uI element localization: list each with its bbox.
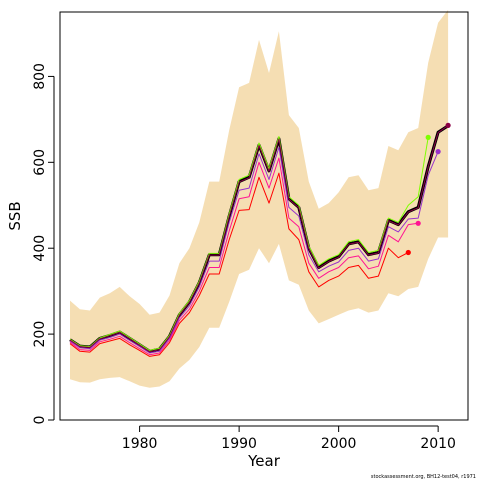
x-tick-label-1: 1990 [221,436,257,452]
x-tick-label-3: 2010 [420,436,456,452]
x-tick-label-2: 2000 [321,436,357,452]
x-axis-title: Year [247,452,281,470]
terminal-point-3 [435,149,441,155]
series-line-1 [69,172,409,357]
y-tick-label-4: 800 [32,63,48,90]
series-line-3 [69,136,429,351]
terminal-point-4 [445,122,451,128]
y-tick-label-1: 200 [32,321,48,348]
footnote: stockassessment.org, BH12-test04, r1971 [371,474,476,480]
y-tick-label-3: 600 [32,149,48,176]
series-line-4 [69,146,439,354]
plot-frame [59,11,469,421]
y-axis-title: SSB [6,201,24,230]
y-tick-label-2: 400 [32,235,48,262]
series-line-2 [69,157,419,356]
terminal-point-2 [425,134,431,140]
terminal-point-1 [415,220,421,226]
confidence-band [70,9,449,388]
terminal-point-0 [405,249,411,256]
x-tick-label-0: 1980 [122,436,158,452]
series-line-5 [69,124,449,353]
y-tick-label-0: 0 [32,416,48,425]
